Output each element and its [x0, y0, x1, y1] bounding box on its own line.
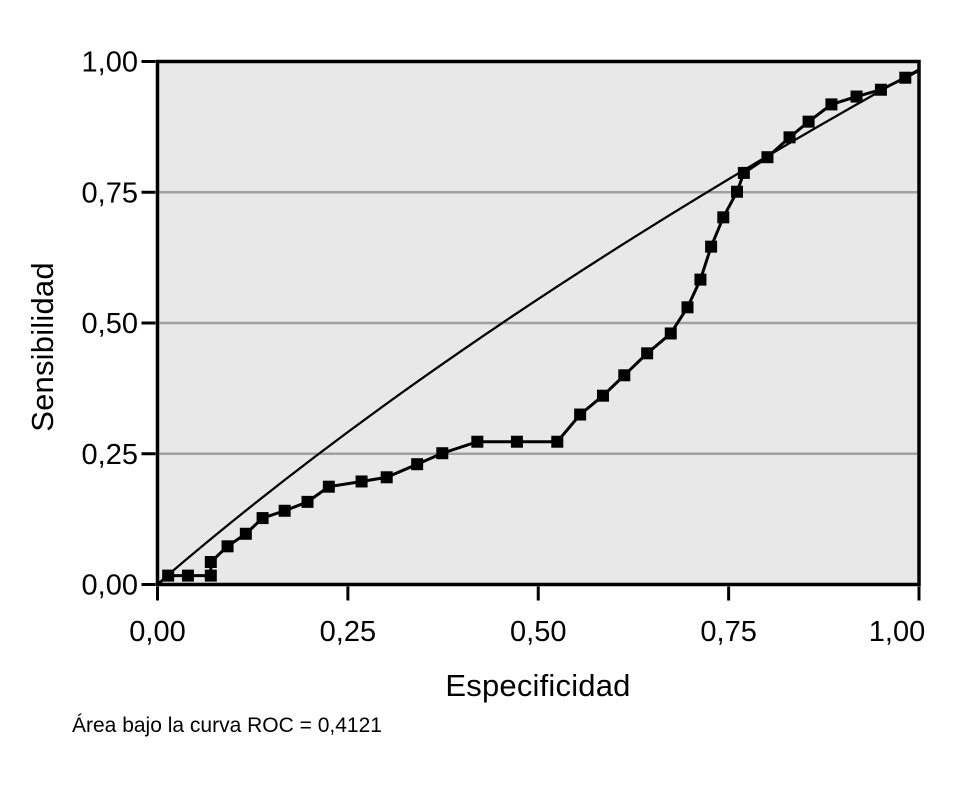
x-tick-label: 0,25 [320, 616, 376, 648]
roc-data-marker [355, 475, 368, 488]
roc-data-marker [221, 540, 234, 553]
plot-frame [155, 59, 921, 587]
y-tick-label: 0,00 [82, 570, 138, 602]
roc-data-marker [380, 471, 393, 484]
x-tick-label: 0,50 [510, 616, 566, 648]
roc-data-marker [436, 447, 449, 460]
roc-data-marker [717, 211, 730, 224]
roc-data-marker [641, 347, 654, 360]
roc-data-marker [471, 435, 484, 448]
roc-data-marker [510, 435, 523, 448]
roc-data-marker [825, 98, 838, 111]
roc-data-marker [737, 166, 750, 179]
roc-data-marker [596, 389, 609, 402]
roc-data-marker [850, 90, 863, 103]
roc-data-marker [681, 301, 694, 314]
roc-data-marker [278, 504, 291, 517]
y-tick-label: 0,25 [82, 439, 138, 471]
reference-curve [165, 68, 920, 577]
roc-data-marker [705, 240, 718, 253]
y-tick-label: 0,50 [82, 308, 138, 340]
roc-data-marker [411, 458, 424, 471]
roc-data-marker [204, 569, 217, 582]
roc-data-marker [618, 369, 631, 382]
roc-data-marker [664, 327, 677, 340]
roc-data-marker [731, 185, 744, 198]
roc-data-marker [551, 435, 564, 448]
roc-data-marker [322, 480, 335, 493]
roc-data-marker [574, 408, 587, 421]
roc-data-marker [256, 512, 269, 525]
x-axis-title: Especificidad [445, 668, 631, 703]
auc-annotation: Área bajo la curva ROC = 0,4121 [72, 714, 382, 737]
roc-data-marker [204, 556, 217, 569]
roc-data-marker [301, 495, 314, 508]
y-tick-label: 0,75 [82, 177, 138, 209]
roc-data-marker [694, 273, 707, 286]
y-axis-title: Sensibilidad [25, 262, 60, 432]
roc-data-marker [802, 115, 815, 128]
x-tick-label: 0,75 [700, 616, 756, 648]
roc-data-marker [239, 527, 252, 540]
x-tick-label: 1,00 [869, 616, 925, 648]
x-tick-label: 0,00 [129, 616, 185, 648]
y-tick-label: 1,00 [82, 47, 138, 79]
roc-data-marker [181, 569, 194, 582]
